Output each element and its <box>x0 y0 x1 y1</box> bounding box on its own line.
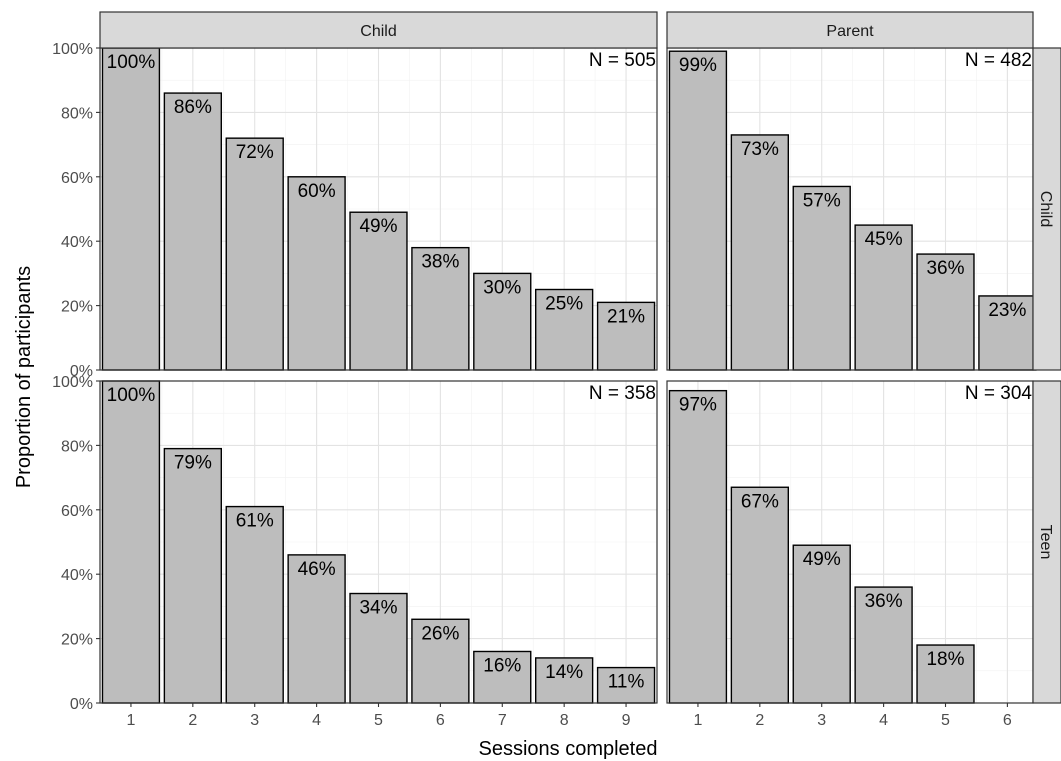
x-tick-label: 3 <box>250 712 259 729</box>
y-tick-label: 100% <box>52 374 93 391</box>
y-tick-label: 40% <box>61 567 93 584</box>
bar-value-label: 38% <box>421 252 459 273</box>
bar <box>730 486 790 704</box>
bar-value-label: 30% <box>483 277 521 298</box>
y-tick-label: 40% <box>61 234 93 251</box>
bar-value-label: 46% <box>298 559 336 580</box>
bar <box>792 185 851 371</box>
bar <box>349 211 408 371</box>
column-strip-label: Child <box>360 23 396 40</box>
x-tick-label: 4 <box>879 712 888 729</box>
bar-value-label: 45% <box>865 229 903 250</box>
y-tick-label: 80% <box>61 438 93 455</box>
y-tick-label: 60% <box>61 503 93 520</box>
bar <box>668 50 728 371</box>
x-axis-title: Sessions completed <box>479 738 658 760</box>
bar-value-label: 79% <box>174 453 212 474</box>
bar <box>668 389 728 704</box>
bar-value-label: 14% <box>545 662 583 683</box>
bar-value-label: 21% <box>607 306 645 327</box>
bar-value-label: 11% <box>608 672 645 693</box>
bar-value-label: 26% <box>421 623 459 644</box>
bar-value-label: 86% <box>174 97 212 118</box>
bar-value-label: 97% <box>679 395 717 416</box>
x-tick-label: 1 <box>693 712 702 729</box>
bar-value-label: 67% <box>741 491 779 512</box>
y-tick-label: 0% <box>70 696 93 713</box>
row-strip <box>1032 47 1061 371</box>
y-tick-label: 20% <box>61 632 93 649</box>
bar <box>225 137 284 371</box>
bar-value-label: 23% <box>988 300 1026 321</box>
bar-value-label: 18% <box>926 649 964 670</box>
column-strip-label: Parent <box>826 23 874 40</box>
n-count-label: N = 505 <box>589 50 656 71</box>
y-tick-label: 0% <box>70 363 93 380</box>
bar <box>349 592 408 704</box>
x-tick-label: 6 <box>1003 712 1012 729</box>
x-tick-label: 8 <box>560 712 569 729</box>
bar-value-label: 49% <box>803 549 841 570</box>
bar-value-label: 57% <box>803 190 841 211</box>
bar-value-label: 49% <box>359 216 397 237</box>
n-count-label: N = 304 <box>965 383 1033 404</box>
x-tick-label: 5 <box>941 712 950 729</box>
bar <box>101 380 161 704</box>
x-tick-label: 9 <box>622 712 631 729</box>
bar-value-label: 36% <box>926 258 964 279</box>
bar-value-label: 16% <box>483 655 521 676</box>
y-tick-label: 60% <box>61 170 93 187</box>
bar <box>534 657 594 704</box>
bar-value-label: 36% <box>865 591 903 612</box>
bar-value-label: 72% <box>236 142 274 163</box>
bar-value-label: 73% <box>741 139 779 160</box>
x-tick-label: 3 <box>817 712 826 729</box>
bar <box>854 586 913 704</box>
bar <box>225 505 284 704</box>
bar-value-label: 34% <box>359 598 397 619</box>
row-strip-label: Child <box>1037 191 1054 227</box>
y-tick-label: 80% <box>61 105 93 122</box>
n-count-label: N = 482 <box>965 50 1032 71</box>
bar <box>287 554 346 704</box>
bar-value-label: 100% <box>107 52 156 73</box>
bar <box>473 650 532 704</box>
bar <box>473 272 532 371</box>
column-strip <box>99 11 658 49</box>
n-count-label: N = 358 <box>589 383 656 404</box>
bar-value-label: 61% <box>236 511 274 532</box>
x-tick-label: 7 <box>498 712 507 729</box>
x-tick-label: 4 <box>312 712 321 729</box>
y-tick-label: 100% <box>52 41 93 58</box>
bar <box>916 253 975 371</box>
y-axis-title: Proportion of participants <box>13 266 35 488</box>
bar-value-label: 25% <box>545 294 583 315</box>
bar <box>596 666 656 704</box>
bar <box>596 301 656 371</box>
x-tick-label: 5 <box>374 712 383 729</box>
bar <box>730 134 790 371</box>
bar-value-label: 99% <box>679 55 717 76</box>
bar <box>163 92 223 371</box>
bar <box>534 288 594 371</box>
row-strip-label: Teen <box>1037 525 1054 560</box>
bar <box>101 47 161 371</box>
bar <box>792 544 851 704</box>
bar-value-label: 100% <box>107 385 156 406</box>
bar <box>287 176 346 371</box>
x-tick-label: 1 <box>126 712 135 729</box>
x-tick-label: 6 <box>436 712 445 729</box>
bar <box>854 224 913 371</box>
x-tick-label: 2 <box>755 712 764 729</box>
column-strip <box>666 11 1034 49</box>
bar-value-label: 60% <box>298 181 336 202</box>
row-strip <box>1032 380 1061 704</box>
bar <box>163 447 223 704</box>
y-tick-label: 20% <box>61 299 93 316</box>
x-tick-label: 2 <box>188 712 197 729</box>
